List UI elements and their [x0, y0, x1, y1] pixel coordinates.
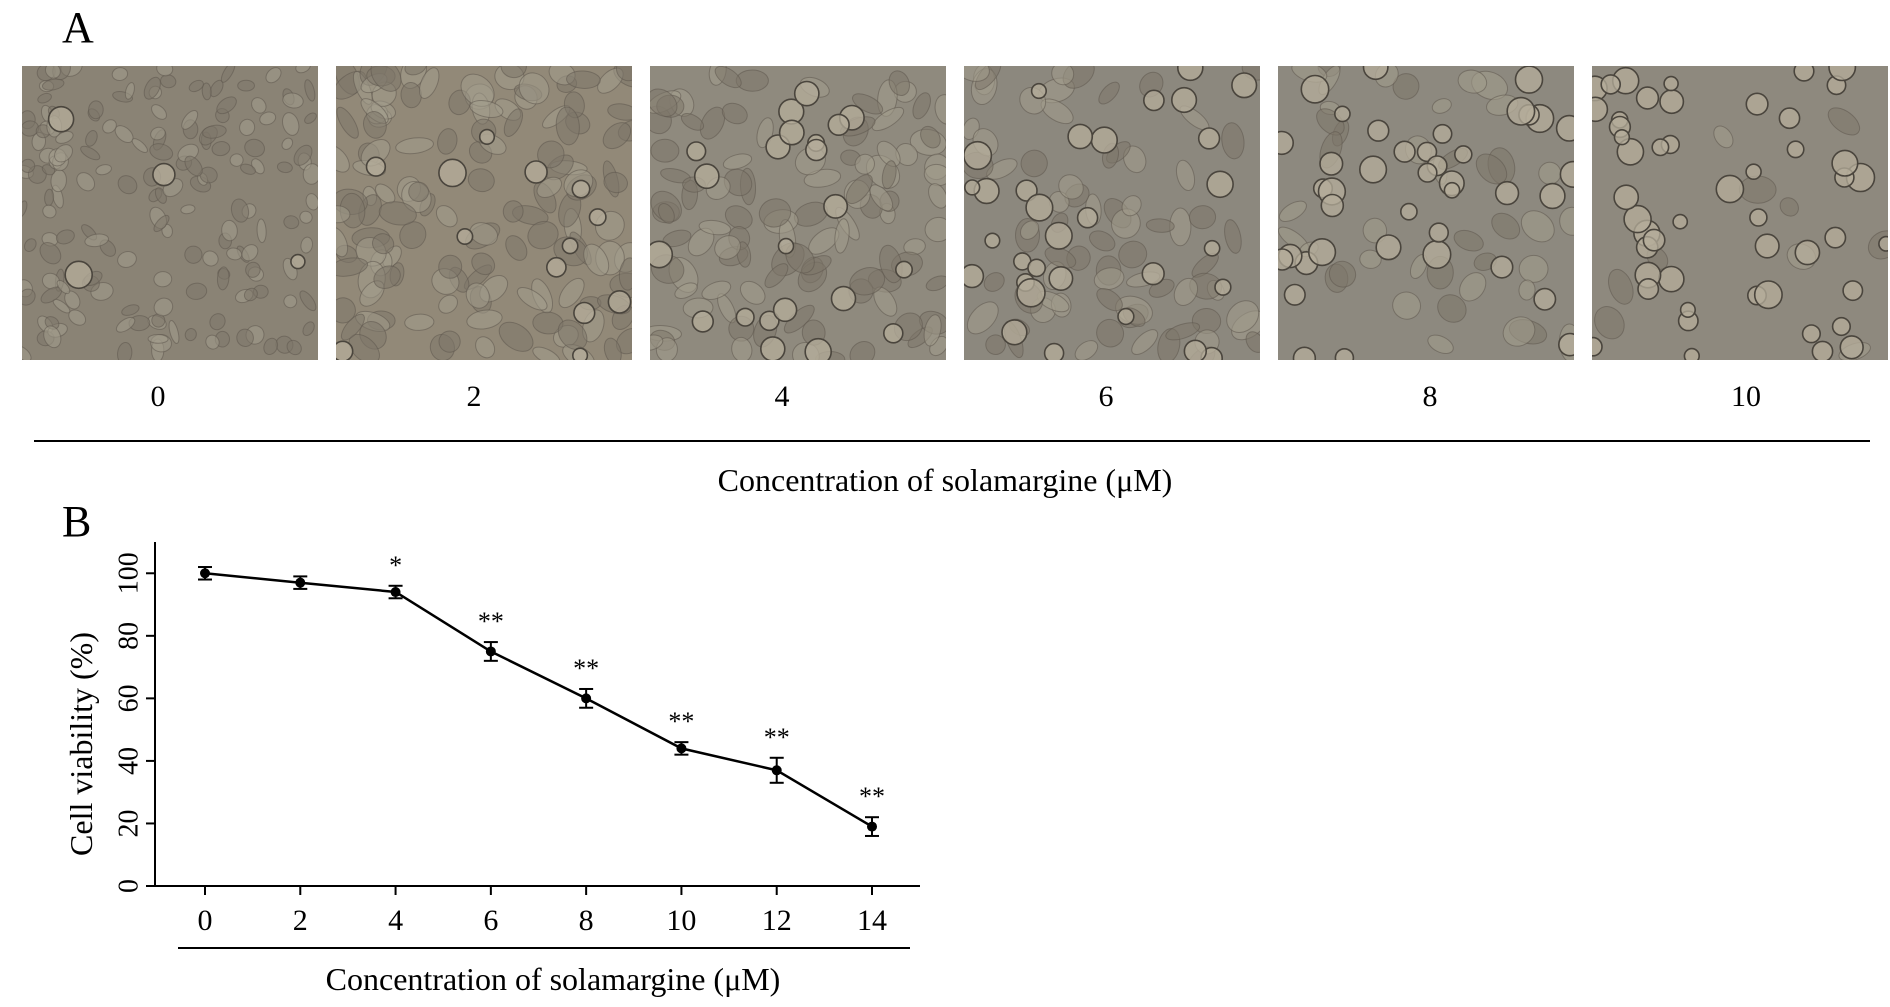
data-point-4 [390, 587, 401, 598]
significance-mark-6: ** [478, 607, 504, 636]
y-tick-label-80: 80 [114, 622, 145, 650]
x-tick-label-2: 2 [293, 904, 308, 937]
y-tick-label-40: 40 [114, 747, 145, 775]
data-point-8 [581, 693, 592, 704]
panel-a-x-axis-title: Concentration of solamargine (μM) [717, 462, 1173, 498]
micrograph-10 [1592, 66, 1888, 360]
concentration-label-10: 10 [1731, 380, 1761, 413]
x-tick-label-12: 12 [762, 904, 792, 937]
x-tick-label-14: 14 [857, 904, 887, 937]
micrograph-6 [964, 66, 1260, 360]
x-axis-title: Concentration of solamargine (μM) [326, 961, 781, 997]
micrograph-6-image [964, 66, 1260, 360]
significance-mark-8: ** [573, 654, 599, 683]
viability-chart: 0 20 40 60 80 100 0 2 4 6 8 10 12 14 Cell viability (%… [63, 542, 920, 997]
concentration-label-8: 8 [1422, 380, 1438, 413]
chart-labels: 0 20 40 60 80 100 0 2 4 6 8 10 12 14 Cell viability (%… [63, 551, 887, 997]
data-point-2 [295, 577, 306, 588]
data-point-12 [771, 765, 782, 776]
micrograph-2-image [336, 66, 632, 360]
series-line [204, 572, 873, 828]
significance-mark-12: ** [764, 723, 790, 752]
y-tick-label-0: 0 [114, 879, 145, 893]
panel-a-divider [34, 440, 1870, 442]
micrograph-4-image [650, 66, 946, 360]
micrograph-0 [22, 66, 318, 360]
data-point-10 [676, 743, 687, 754]
data-point-6 [485, 646, 496, 657]
data-point-14 [867, 821, 877, 832]
x-tick-label-10: 10 [666, 904, 696, 937]
significance-mark-14: ** [859, 782, 885, 811]
y-tick-label-100: 100 [114, 552, 145, 594]
chart-axes [146, 542, 920, 949]
concentration-label-4: 4 [774, 380, 790, 413]
y-tick-label-20: 20 [114, 809, 145, 837]
x-tick-label-8: 8 [579, 904, 594, 937]
concentration-label-6: 6 [1098, 380, 1114, 413]
y-axis-title: Cell viability (%) [63, 632, 99, 856]
concentration-label-0: 0 [150, 380, 166, 413]
micrograph-0-image [22, 66, 318, 360]
micrograph-2 [336, 66, 632, 360]
data-point-0 [200, 568, 210, 579]
panel-a-letter: A [62, 3, 94, 52]
concentration-label-2: 2 [466, 380, 482, 413]
micrograph-10-image [1592, 66, 1888, 360]
x-tick-label-0: 0 [198, 904, 213, 937]
y-tick-label-60: 60 [114, 684, 145, 712]
panel-b-letter: B [62, 497, 92, 546]
x-tick-label-4: 4 [388, 904, 403, 937]
significance-mark-10: ** [668, 707, 694, 736]
chart-marks [198, 566, 879, 837]
micrograph-8 [1278, 66, 1574, 360]
x-tick-label-6: 6 [483, 904, 498, 937]
micrograph-4 [650, 66, 946, 360]
significance-mark-4: * [389, 551, 402, 580]
micrograph-8-image [1278, 66, 1574, 360]
